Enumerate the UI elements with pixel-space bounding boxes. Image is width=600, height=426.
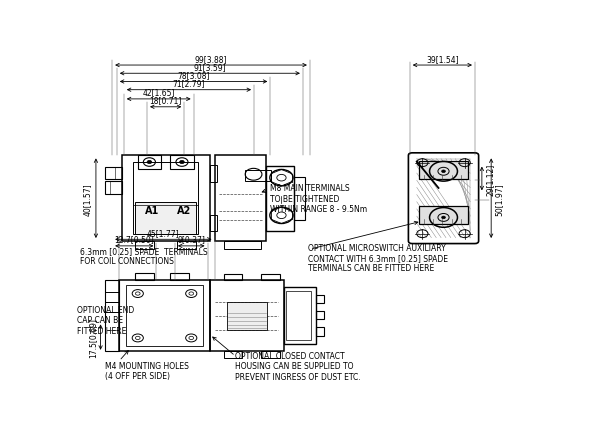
Text: 99[3.88]: 99[3.88]: [195, 55, 227, 63]
Bar: [105, 292, 119, 302]
Text: 18[0.71]: 18[0.71]: [149, 96, 182, 105]
Bar: [136, 242, 154, 250]
Bar: [210, 281, 284, 351]
Text: 45[1.77]: 45[1.77]: [147, 228, 179, 237]
Bar: [316, 327, 324, 336]
Bar: [105, 281, 119, 351]
Bar: [133, 163, 198, 235]
Text: 42[1.65]: 42[1.65]: [142, 88, 175, 98]
Bar: [286, 291, 311, 341]
Bar: [105, 167, 121, 180]
Bar: [170, 273, 189, 281]
Bar: [210, 166, 217, 182]
Bar: [119, 281, 210, 351]
Text: 40[1.57]: 40[1.57]: [83, 182, 92, 215]
Bar: [224, 242, 261, 250]
Bar: [224, 274, 242, 281]
Text: 39[1.54]: 39[1.54]: [426, 55, 458, 63]
Text: 9[0.37]: 9[0.37]: [178, 235, 205, 244]
Text: 71[2.79]: 71[2.79]: [173, 79, 205, 88]
Bar: [178, 242, 196, 250]
Bar: [126, 286, 203, 346]
Bar: [136, 202, 196, 235]
Bar: [121, 156, 210, 242]
Bar: [284, 288, 316, 344]
Bar: [170, 156, 194, 169]
Bar: [261, 274, 280, 281]
Bar: [224, 351, 242, 358]
Bar: [316, 295, 324, 303]
Text: 50[1.97]: 50[1.97]: [495, 182, 504, 215]
Circle shape: [147, 161, 152, 164]
Text: 29[1.12]: 29[1.12]: [485, 163, 494, 195]
Bar: [266, 166, 293, 231]
Text: A2: A2: [177, 205, 191, 215]
Text: 17.5[0.69]: 17.5[0.69]: [88, 317, 97, 357]
Bar: [261, 351, 280, 358]
Circle shape: [442, 170, 445, 173]
Bar: [136, 273, 154, 281]
Bar: [138, 156, 161, 169]
Bar: [227, 302, 267, 330]
Circle shape: [179, 161, 184, 164]
Text: 6.3mm [0.25] SPADE  TERMINALS
FOR COIL CONNECTIONS: 6.3mm [0.25] SPADE TERMINALS FOR COIL CO…: [80, 246, 207, 266]
Text: OPTIONAL CLOSED CONTACT
HOUSING CAN BE SUPPLIED TO
PREVENT INGRESS OF DUST ETC.: OPTIONAL CLOSED CONTACT HOUSING CAN BE S…: [235, 351, 361, 381]
Bar: [316, 311, 324, 320]
Bar: [105, 182, 121, 194]
Text: OPTIONAL END
CAP CAN BE
FITTED HERE: OPTIONAL END CAP CAN BE FITTED HERE: [77, 305, 134, 335]
Bar: [293, 177, 305, 220]
Bar: [419, 162, 468, 180]
Bar: [105, 302, 119, 312]
Circle shape: [442, 216, 445, 219]
Bar: [419, 206, 468, 225]
Text: 78[3.08]: 78[3.08]: [178, 71, 210, 80]
Bar: [210, 215, 217, 232]
Text: M8 MAIN TERMINALS
TO BE TIGHTENED
WITHIN RANGE 8 - 9.5Nm: M8 MAIN TERMINALS TO BE TIGHTENED WITHIN…: [270, 184, 367, 214]
Text: OPTIONAL MICROSWITCH AUXILIARY
CONTACT WITH 6.3mm [0.25] SPADE
TERMINALS CAN BE : OPTIONAL MICROSWITCH AUXILIARY CONTACT W…: [308, 243, 448, 273]
Text: A1: A1: [145, 205, 159, 215]
Text: 12.7[0.50]: 12.7[0.50]: [115, 235, 154, 244]
Bar: [245, 170, 271, 181]
Text: 91[3.59]: 91[3.59]: [194, 63, 226, 72]
Bar: [215, 156, 266, 242]
Text: M4 MOUNTING HOLES
(4 OFF PER SIDE): M4 MOUNTING HOLES (4 OFF PER SIDE): [105, 361, 189, 380]
